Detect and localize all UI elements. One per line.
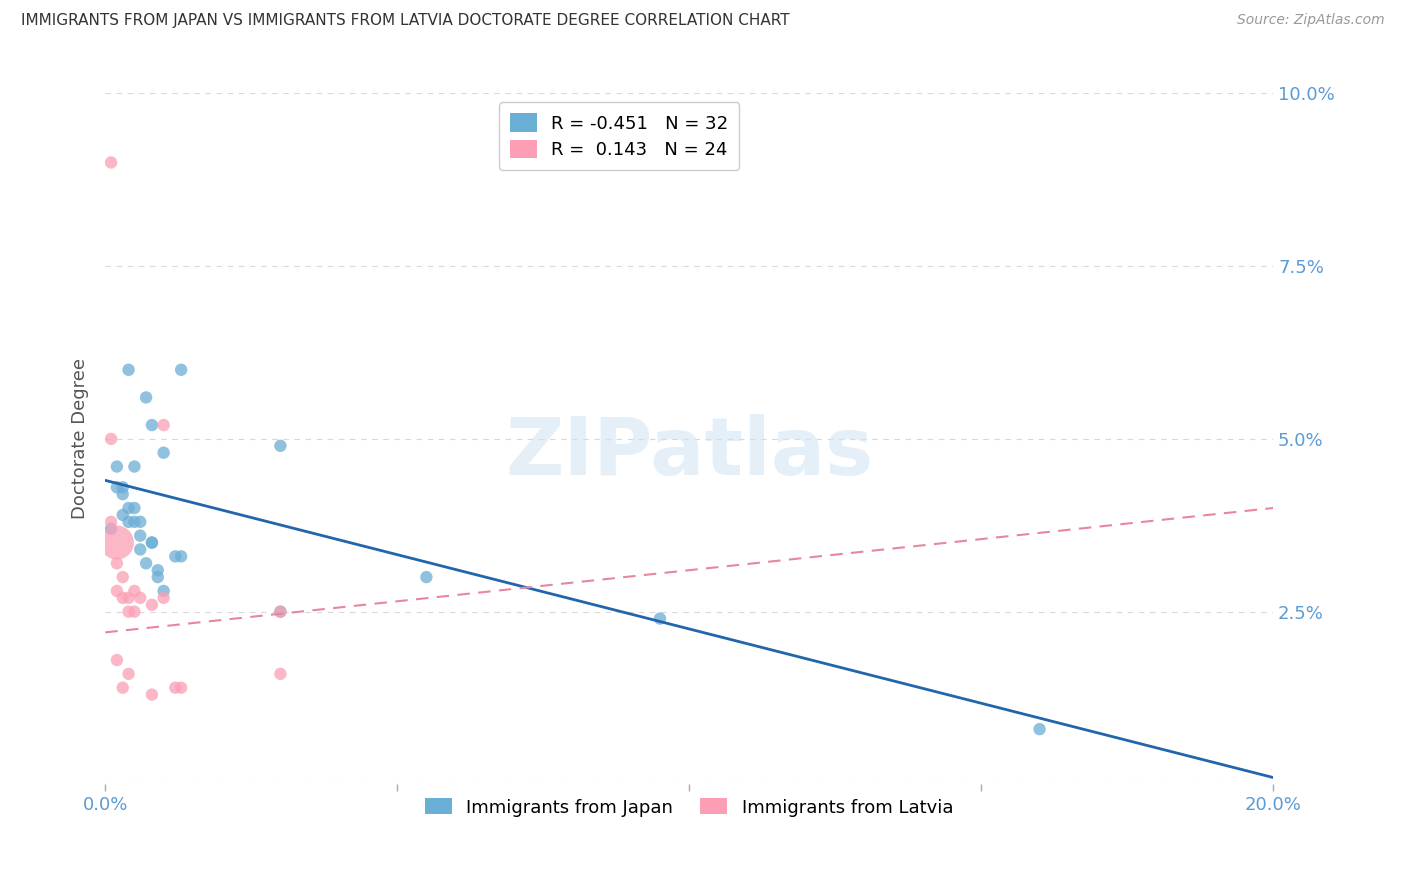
Point — [105, 583, 128, 598]
Point — [141, 688, 163, 702]
Point — [269, 666, 291, 681]
Point — [111, 480, 134, 494]
Point — [111, 681, 134, 695]
Point — [152, 446, 174, 460]
Point — [124, 515, 146, 529]
Point — [129, 591, 152, 605]
Point — [117, 666, 139, 681]
Point — [269, 439, 291, 453]
Point — [117, 605, 139, 619]
Point — [105, 653, 128, 667]
Point — [117, 591, 139, 605]
Point — [170, 681, 193, 695]
Point — [141, 535, 163, 549]
Point — [648, 611, 671, 625]
Point — [100, 155, 122, 169]
Point — [146, 570, 169, 584]
Point — [111, 508, 134, 522]
Point — [124, 605, 146, 619]
Point — [146, 563, 169, 577]
Point — [105, 535, 128, 549]
Text: Source: ZipAtlas.com: Source: ZipAtlas.com — [1237, 13, 1385, 28]
Point — [111, 570, 134, 584]
Point — [129, 515, 152, 529]
Legend: Immigrants from Japan, Immigrants from Latvia: Immigrants from Japan, Immigrants from L… — [418, 791, 960, 824]
Point — [165, 549, 187, 564]
Point — [269, 605, 291, 619]
Point — [141, 418, 163, 433]
Point — [170, 363, 193, 377]
Point — [124, 459, 146, 474]
Point — [100, 432, 122, 446]
Point — [117, 501, 139, 516]
Point — [170, 549, 193, 564]
Text: IMMIGRANTS FROM JAPAN VS IMMIGRANTS FROM LATVIA DOCTORATE DEGREE CORRELATION CHA: IMMIGRANTS FROM JAPAN VS IMMIGRANTS FROM… — [21, 13, 790, 29]
Point — [105, 480, 128, 494]
Point — [141, 535, 163, 549]
Point — [111, 487, 134, 501]
Point — [1028, 722, 1050, 736]
Point — [141, 598, 163, 612]
Point — [129, 542, 152, 557]
Point — [129, 528, 152, 542]
Y-axis label: Doctorate Degree: Doctorate Degree — [72, 359, 89, 519]
Point — [117, 363, 139, 377]
Point — [152, 418, 174, 433]
Point — [135, 556, 157, 570]
Point — [117, 515, 139, 529]
Point — [124, 501, 146, 516]
Point — [100, 515, 122, 529]
Point — [100, 522, 122, 536]
Point — [111, 591, 134, 605]
Point — [124, 583, 146, 598]
Point — [105, 556, 128, 570]
Point — [269, 605, 291, 619]
Text: ZIPatlas: ZIPatlas — [505, 414, 873, 491]
Point — [165, 681, 187, 695]
Point — [152, 583, 174, 598]
Point — [415, 570, 437, 584]
Point — [152, 591, 174, 605]
Point — [135, 391, 157, 405]
Point — [105, 459, 128, 474]
